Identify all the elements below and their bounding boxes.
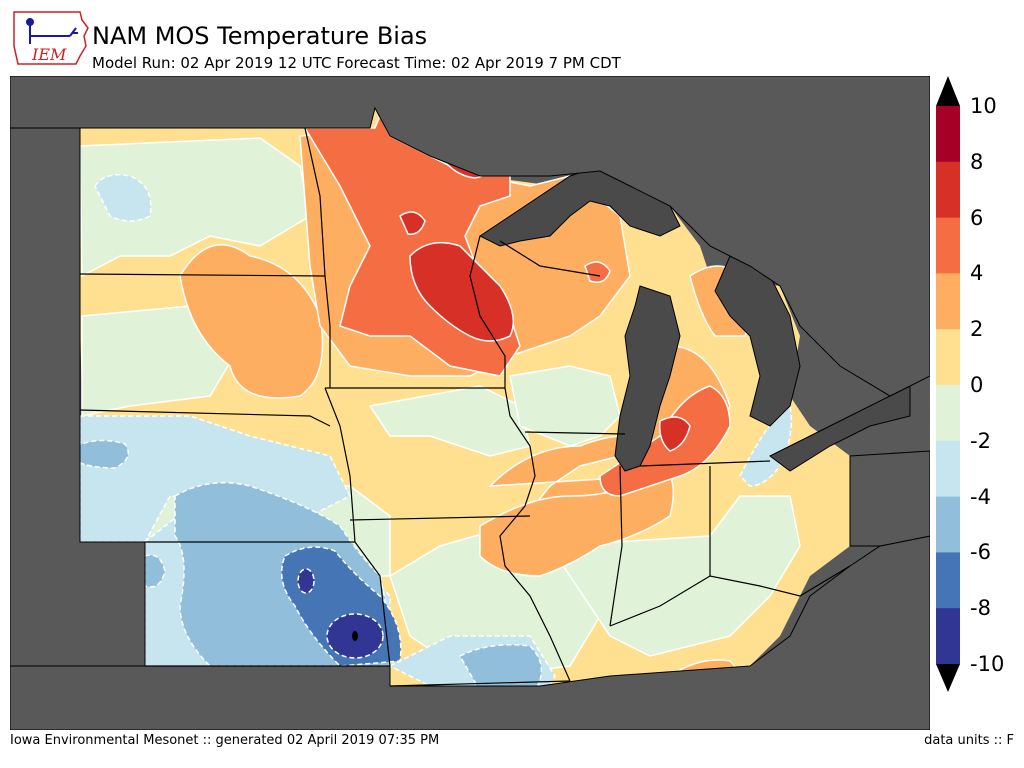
colorbar-under-arrow bbox=[936, 664, 960, 692]
border-mn-west bbox=[304, 127, 331, 388]
fill-ne-south bbox=[75, 439, 130, 469]
fill-illinois-south bbox=[548, 495, 801, 657]
colorbar bbox=[936, 76, 960, 692]
fill-mn-hotspot-1 bbox=[409, 241, 515, 342]
colorbar-segment bbox=[936, 608, 960, 665]
fill-mi-hotspot bbox=[658, 416, 691, 452]
fill-ks-min-cell-2 bbox=[297, 568, 315, 594]
border-mn-wi bbox=[469, 235, 506, 388]
border-mi-oh bbox=[639, 460, 771, 467]
colorbar-tick-label: 6 bbox=[970, 205, 984, 230]
colorbar-tick-label: 2 bbox=[970, 317, 984, 342]
border-nd-sd bbox=[79, 273, 326, 277]
mask-south bbox=[10, 535, 930, 730]
lake-michigan bbox=[614, 285, 681, 472]
fill-dakotas-border bbox=[179, 244, 324, 399]
colorbar-tick-label: 4 bbox=[970, 261, 984, 286]
fill-ks-west bbox=[144, 554, 166, 588]
border-wi-il bbox=[524, 431, 626, 435]
colorbar-segment bbox=[936, 385, 960, 442]
colorbar-tick-label: 10 bbox=[970, 94, 997, 118]
colorbar-tick-label: -8 bbox=[970, 596, 991, 621]
colorbar-segment bbox=[936, 440, 960, 498]
border-mississippi bbox=[499, 387, 571, 682]
colorbar-segments bbox=[936, 106, 960, 665]
border-il-in bbox=[609, 465, 623, 627]
colorbar-segment bbox=[936, 273, 960, 330]
temperature-bias-map bbox=[10, 76, 930, 730]
fill-iowa-north bbox=[368, 385, 531, 457]
colorbar-tick-label: 0 bbox=[970, 373, 984, 397]
colorbar-tick-label: -10 bbox=[970, 652, 1005, 676]
fill-michigan-east bbox=[739, 404, 792, 487]
colorbar-over-arrow bbox=[936, 76, 960, 106]
map-subtitle: Model Run: 02 Apr 2019 12 UTC Forecast T… bbox=[92, 54, 621, 72]
colorbar-tick-label: 8 bbox=[970, 149, 984, 174]
footer-units: data units :: F bbox=[924, 733, 1014, 748]
border-sd-ne bbox=[79, 409, 331, 427]
fill-nd-east bbox=[79, 137, 311, 278]
fill-nd-cold-spot bbox=[94, 174, 152, 222]
logo-text: IEM bbox=[31, 45, 67, 64]
colorbar-tick-label: -6 bbox=[970, 540, 991, 565]
mask-east bbox=[849, 450, 930, 547]
fill-wi-mi bbox=[509, 365, 621, 447]
border-ia-mo bbox=[349, 515, 531, 521]
fill-ks-extreme-low bbox=[352, 631, 358, 641]
colorbar-tick-label: -4 bbox=[970, 484, 991, 509]
border-wi-mi-up bbox=[499, 240, 601, 277]
lake-huron bbox=[714, 255, 801, 427]
colorbar-segment bbox=[936, 552, 960, 609]
weather-station-icon bbox=[26, 18, 78, 44]
fill-mn-hotspot-2 bbox=[399, 211, 426, 235]
lake-erie bbox=[769, 385, 911, 472]
border-missouri-river bbox=[324, 387, 391, 667]
colorbar-segment bbox=[936, 161, 960, 219]
state-borders bbox=[79, 127, 851, 687]
mask-northwest bbox=[10, 76, 930, 397]
map-title: NAM MOS Temperature Bias bbox=[92, 22, 428, 50]
fill-mi-north-spot bbox=[584, 261, 611, 283]
colorbar-segment bbox=[936, 496, 960, 553]
colorbar-segment bbox=[936, 329, 960, 386]
iem-logo: IEM bbox=[13, 11, 89, 65]
border-oh-ky bbox=[609, 565, 851, 627]
footer-credit: Iowa Environmental Mesonet :: generated … bbox=[10, 733, 440, 748]
colorbar-segment bbox=[936, 217, 960, 274]
colorbar-segment bbox=[936, 106, 960, 163]
masked-areas bbox=[10, 76, 930, 730]
colorbar-tick-label: -2 bbox=[970, 428, 991, 453]
border-mo-ar bbox=[389, 680, 571, 687]
